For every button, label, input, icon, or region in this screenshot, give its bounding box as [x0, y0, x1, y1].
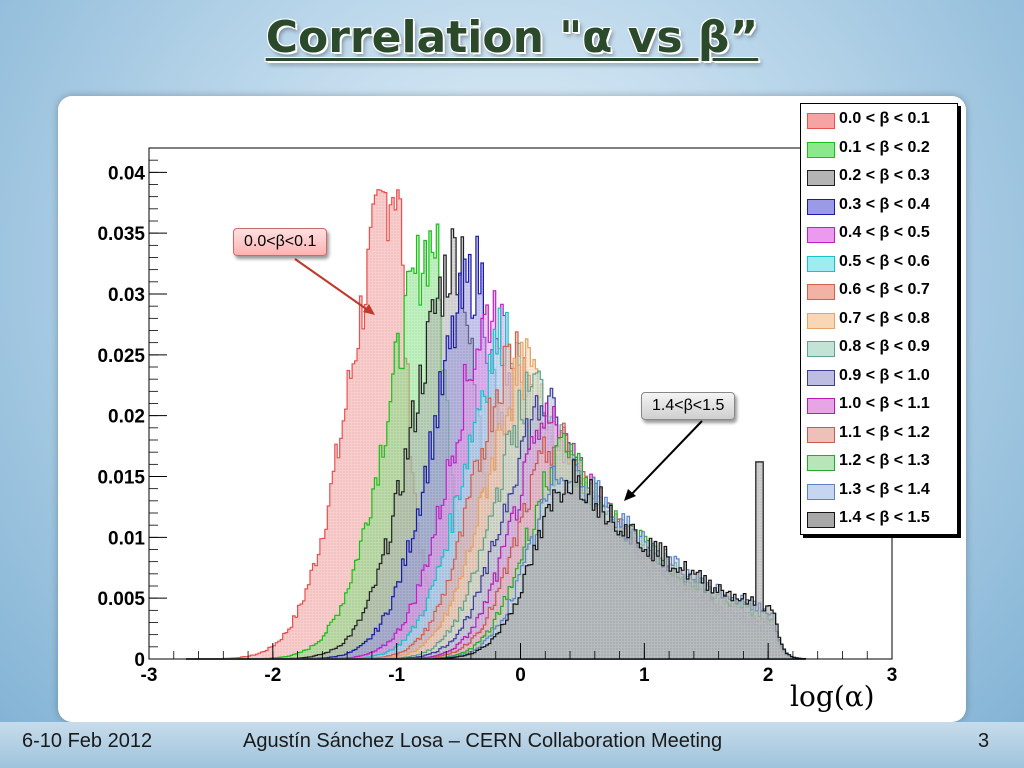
legend-item: 1.1 < β < 1.2: [801, 421, 957, 449]
legend-label: 0.8 < β < 0.9: [839, 338, 930, 355]
footer-author: Agustín Sánchez Losa – CERN Collaboratio…: [243, 730, 723, 752]
y-tick-label: 0.01: [108, 528, 145, 549]
y-tick-label: 0.035: [97, 224, 145, 245]
legend-label: 0.9 < β < 1.0: [839, 366, 930, 384]
chart-legend: 0.0 < β < 0.1 0.1 < β < 0.2 0.2 < β < 0.3 0…: [800, 103, 958, 535]
legend-item: 1.0 < β < 1.1: [801, 392, 957, 420]
callout-low-beta: 0.0<β<0.1: [233, 228, 328, 256]
histogram-plot: 0 0.005 0.01 0.015 0.02 0.025 0.03 0.035 0.04 -3 -…: [97, 147, 898, 686]
legend-item: 0.5 < β < 0.6: [801, 250, 957, 278]
y-tick-label: 0.015: [97, 468, 145, 489]
legend-item: 1.4 < β < 1.5: [801, 506, 957, 534]
x-axis-unit-label: log(α): [790, 680, 875, 713]
legend-swatch: [807, 141, 835, 158]
x-tick-label: 2: [763, 665, 774, 686]
legend-item: 0.0 < β < 0.1: [801, 107, 957, 135]
legend-item: 0.2 < β < 0.3: [801, 164, 957, 192]
legend-item: 0.9 < β < 1.0: [801, 364, 957, 392]
legend-swatch: [807, 512, 835, 528]
legend-swatch: [807, 227, 835, 243]
footer-page-number: 3: [978, 730, 990, 752]
callout-high-arrowhead: [624, 489, 636, 501]
legend-swatch: [807, 455, 835, 471]
legend-item: 0.7 < β < 0.8: [801, 307, 957, 335]
x-tick-label: -1: [388, 665, 405, 686]
y-tick-label: 0.025: [97, 346, 145, 367]
legend-swatch: [807, 113, 835, 129]
x-tick-label: 0: [515, 665, 526, 686]
legend-item: 0.6 < β < 0.7: [801, 278, 957, 306]
legend-swatch: [807, 255, 835, 272]
x-tick-label: -2: [264, 665, 281, 686]
legend-label: 0.0 < β < 0.1: [839, 110, 930, 127]
callout-high-arrow: [627, 420, 703, 499]
legend-swatch: [807, 312, 835, 329]
legend-item: 0.4 < β < 0.5: [801, 221, 957, 249]
slide-footer: 6-10 Feb 2012 Agustín Sánchez Losa – CER…: [0, 722, 1024, 768]
legend-swatch: [807, 284, 835, 300]
callout-low-arrow: [294, 258, 373, 314]
y-tick-label: 0.02: [108, 407, 145, 428]
y-tick-label: 0.03: [108, 285, 145, 306]
footer-date: 6-10 Feb 2012: [22, 730, 153, 752]
legend-label: 0.1 < β < 0.2: [839, 138, 930, 156]
y-tick-label: 0: [134, 650, 145, 671]
legend-label: 1.2 < β < 1.3: [839, 452, 930, 469]
legend-item: 1.2 < β < 1.3: [801, 449, 957, 477]
legend-swatch: [807, 198, 835, 215]
legend-swatch: [807, 426, 835, 443]
callout-high-beta: 1.4<β<1.5: [641, 392, 736, 420]
legend-label: 0.7 < β < 0.8: [839, 309, 930, 327]
series-layer: [186, 189, 806, 660]
legend-label: 1.3 < β < 1.4: [839, 480, 930, 498]
legend-item: 0.1 < β < 0.2: [801, 136, 957, 164]
legend-label: 1.0 < β < 1.1: [839, 395, 930, 412]
legend-label: 0.5 < β < 0.6: [839, 252, 930, 270]
legend-item: 0.3 < β < 0.4: [801, 193, 957, 221]
legend-item: 0.8 < β < 0.9: [801, 335, 957, 363]
legend-swatch: [807, 170, 835, 186]
legend-label: 1.1 < β < 1.2: [839, 423, 930, 441]
slide-title: Correlation "α vs β”: [265, 12, 759, 63]
legend-swatch: [807, 341, 835, 357]
legend-label: 0.4 < β < 0.5: [839, 224, 930, 241]
y-tick-label: 0.005: [97, 589, 145, 610]
legend-label: 0.2 < β < 0.3: [839, 167, 930, 184]
legend-label: 1.4 < β < 1.5: [839, 509, 930, 526]
callout-low-arrowhead: [363, 304, 375, 315]
legend-item: 1.3 < β < 1.4: [801, 478, 957, 506]
legend-swatch: [807, 483, 835, 500]
x-tick-label: 1: [639, 665, 650, 686]
legend-swatch: [807, 398, 835, 414]
axes-layer: 0 0.005 0.01 0.015 0.02 0.025 0.03 0.035 0.04 -3 -…: [97, 147, 898, 686]
legend-label: 0.3 < β < 0.4: [839, 195, 930, 213]
legend-swatch: [807, 369, 835, 386]
legend-label: 0.6 < β < 0.7: [839, 281, 930, 298]
x-tick-label: -3: [141, 665, 158, 686]
x-tick-label: 3: [887, 665, 898, 686]
y-tick-label: 0.04: [108, 163, 145, 184]
